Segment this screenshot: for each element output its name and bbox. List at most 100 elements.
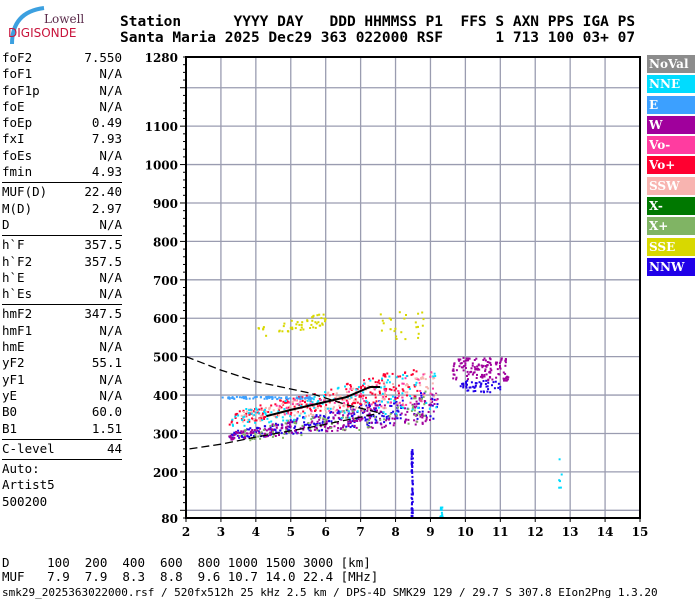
data-point-w <box>342 414 345 417</box>
data-point-e <box>232 397 235 400</box>
data-point-w <box>369 408 372 411</box>
data-point-nnw <box>358 406 361 408</box>
data-point-nnw <box>499 388 502 391</box>
param-value: 347.5 <box>84 306 122 322</box>
data-point-e <box>244 396 247 399</box>
data-point-w <box>488 361 491 364</box>
data-point-sse <box>414 321 417 324</box>
data-point-vo- <box>348 390 350 393</box>
data-point-nnw <box>411 493 414 496</box>
data-point-vo- <box>299 400 302 403</box>
data-point-ssw <box>294 409 296 412</box>
data-point-nnw <box>280 432 283 435</box>
header-values: Santa Maria 2025 Dec29 363 022000 RSF 1 … <box>120 30 636 46</box>
data-point-x+ <box>423 403 426 406</box>
data-point-nnw <box>411 490 414 493</box>
data-point-w <box>311 420 314 423</box>
data-point-ssw <box>353 399 356 402</box>
data-point-w <box>275 426 278 429</box>
data-point-nnw <box>305 423 308 426</box>
data-point-nne <box>433 372 436 375</box>
data-point-w <box>507 376 510 379</box>
param-label: foEp <box>2 115 33 131</box>
data-point-x+ <box>342 416 344 419</box>
data-point-w <box>429 419 431 421</box>
data-point-x+ <box>288 431 290 434</box>
data-point-ssw <box>268 408 271 411</box>
data-point-ssw <box>332 406 335 409</box>
data-point-w <box>506 375 509 378</box>
param-label: yF2 <box>2 355 25 371</box>
data-point-w <box>400 412 403 415</box>
data-point-nne <box>307 403 310 406</box>
data-point-nnw <box>410 457 413 460</box>
data-point-w <box>476 365 479 368</box>
data-point-sse <box>309 327 312 329</box>
data-point-x+ <box>414 397 417 400</box>
data-point-nne <box>347 410 350 413</box>
data-point-sse <box>301 321 304 324</box>
data-point-nnw <box>482 390 485 393</box>
y-tick-label: 80 <box>161 512 178 526</box>
plot-frame <box>185 56 641 519</box>
param-value: 1.51 <box>91 420 122 436</box>
data-point-sse <box>294 327 297 330</box>
data-point-w <box>506 378 509 381</box>
param-row: hmE N/A <box>2 339 122 355</box>
data-point-sse <box>417 325 419 328</box>
data-point-nne <box>393 399 396 402</box>
data-point-vo+ <box>285 401 288 404</box>
data-point-w <box>458 365 461 368</box>
data-point-x+ <box>244 429 247 432</box>
data-point-nne <box>324 391 327 394</box>
data-point-nnw <box>497 382 500 385</box>
data-point-nne <box>339 410 342 413</box>
data-point-nnw <box>418 411 421 413</box>
param-row: B0 60.0 <box>2 404 122 420</box>
data-point-vo+ <box>360 385 363 388</box>
param-value: 7.93 <box>91 131 122 147</box>
data-point-e <box>231 397 234 399</box>
data-point-w <box>467 357 470 360</box>
data-point-vo+ <box>402 389 405 392</box>
data-point-ssw <box>434 393 437 396</box>
data-point-ssw <box>242 418 245 421</box>
data-point-nnw <box>410 462 413 465</box>
data-point-nnw <box>411 464 414 467</box>
data-point-vo+ <box>412 369 415 372</box>
data-point-w <box>356 420 359 422</box>
data-point-w <box>502 371 505 374</box>
data-point-e <box>265 396 268 398</box>
data-point-vo+ <box>406 394 408 397</box>
data-point-e <box>301 397 304 400</box>
data-point-nne <box>329 407 332 410</box>
data-point-w <box>504 372 507 375</box>
data-point-ssw <box>355 400 358 403</box>
data-point-ssw <box>334 393 336 396</box>
data-point-nne <box>401 392 404 395</box>
data-point-vo+ <box>261 412 264 415</box>
data-point-nnw <box>392 410 395 413</box>
param-label: h`Es <box>2 286 33 302</box>
legend-item-voplus: Vo+ <box>647 156 695 175</box>
data-point-nnw <box>466 379 469 382</box>
data-point-vo- <box>420 400 423 403</box>
param-row: h`E N/A <box>2 270 122 286</box>
data-point-nne <box>440 507 443 510</box>
data-point-w <box>325 420 328 423</box>
data-point-nne <box>560 473 563 476</box>
data-point-vo+ <box>385 395 387 398</box>
data-point-vo+ <box>248 413 251 416</box>
data-point-nne <box>255 407 258 410</box>
data-point-w <box>280 427 283 430</box>
data-point-nnw <box>233 431 236 434</box>
data-point-w <box>504 358 507 360</box>
fit-line-o-trace-fit <box>266 386 381 418</box>
data-point-sse <box>290 319 293 322</box>
param-label: foF1 <box>2 66 33 82</box>
data-point-nne <box>425 402 428 404</box>
data-point-w <box>351 417 354 420</box>
data-point-e <box>266 395 269 398</box>
station-header: Station YYYY DAY DDD HHMMSS P1 FFS S AXN… <box>120 14 635 46</box>
data-point-nnw <box>330 420 333 423</box>
